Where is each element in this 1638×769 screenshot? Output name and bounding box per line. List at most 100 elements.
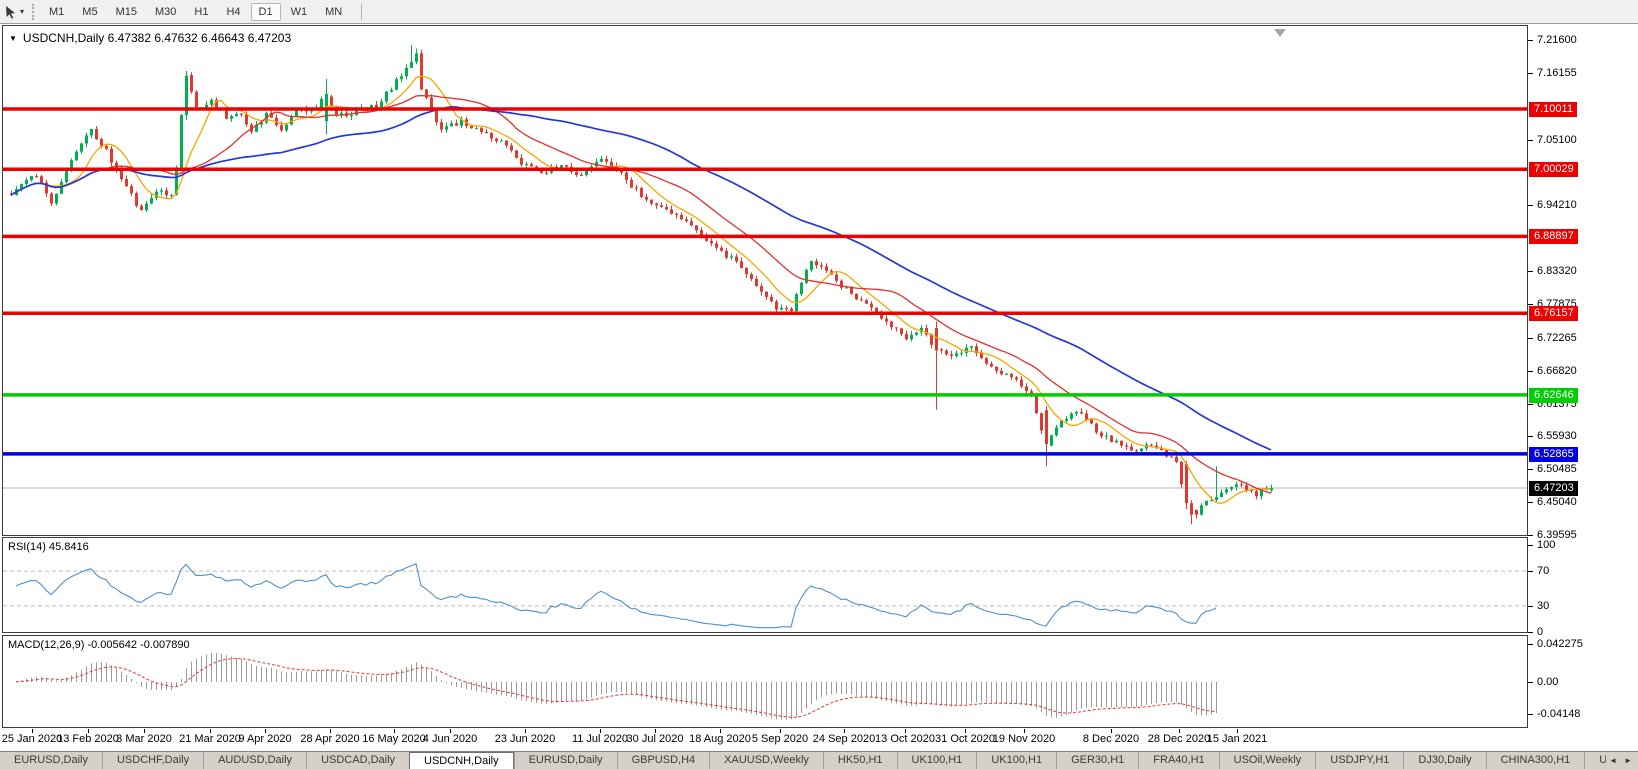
- candle: [1105, 432, 1108, 440]
- timeframe-button-W1[interactable]: W1: [290, 5, 308, 18]
- date-axis-tick: [144, 729, 145, 733]
- candle: [690, 217, 693, 227]
- date-axis-tick: [1024, 729, 1025, 733]
- chevron-down-icon[interactable]: ▾: [20, 7, 25, 16]
- date-axis: 25 Jan 2020 13 Feb 2020 3 Mar 2020 21 Mar 2…: [0, 729, 1638, 751]
- candle: [955, 350, 958, 358]
- date-axis-label: 13 Oct 2020: [875, 733, 935, 745]
- timeframe-toolbar: M1 M5 M15 M30 H1 H4 D1 W1 MN: [40, 2, 351, 21]
- candle: [45, 179, 48, 197]
- candle: [165, 187, 168, 199]
- candle: [635, 184, 638, 192]
- candle: [525, 161, 528, 168]
- candle: [140, 203, 143, 211]
- timeframe-button-H1[interactable]: H1: [194, 5, 209, 18]
- chart-tab[interactable]: CHINA300,H1: [1485, 752, 1585, 769]
- candle: [915, 331, 918, 336]
- macd-panel[interactable]: MACD(12,26,9) -0.005642 -0.007890: [2, 635, 1528, 728]
- chart-tab[interactable]: GER30,H1: [1056, 752, 1138, 769]
- date-axis-tick: [1111, 729, 1112, 733]
- chart-tab[interactable]: UK100,H1: [976, 752, 1056, 769]
- candle: [90, 128, 93, 139]
- price-axis-label: 6.39595: [1537, 529, 1577, 541]
- candle: [440, 118, 443, 133]
- candle: [1140, 448, 1143, 453]
- chart-tab[interactable]: GBPUSD,H4: [616, 752, 710, 769]
- date-axis-tick: [844, 729, 845, 733]
- candle: [650, 199, 653, 206]
- candle: [400, 73, 403, 83]
- chart-tab[interactable]: FRA40,H1: [1138, 752, 1218, 769]
- candle: [725, 247, 728, 260]
- price-axis-label: 6.72265: [1537, 332, 1577, 344]
- candle: [425, 88, 428, 99]
- chart-tab[interactable]: AUDUSD,Daily: [203, 752, 306, 769]
- chart-window: ▼ USDCNH,Daily 6.47382 6.47632 6.46643 6.…: [0, 24, 1638, 751]
- timeframe-button-M5[interactable]: M5: [82, 5, 98, 18]
- rsi-panel[interactable]: RSI(14) 45.8416: [2, 537, 1528, 633]
- candle: [135, 191, 138, 208]
- chart-tab[interactable]: USDJPY,H1: [1315, 752, 1403, 769]
- tab-scroll-right-icon[interactable]: ►: [1624, 755, 1632, 765]
- chart-tab[interactable]: DJ30,Daily: [1403, 752, 1485, 769]
- candle: [260, 122, 263, 128]
- toolbar-separator: [361, 3, 363, 20]
- date-axis-label: 19 Nov 2020: [992, 733, 1056, 745]
- candle: [940, 348, 943, 354]
- candle: [1185, 460, 1188, 510]
- price-axis-label: 6.55930: [1537, 430, 1577, 442]
- candle: [1270, 484, 1273, 493]
- candle: [755, 275, 758, 287]
- collapse-triangle-icon[interactable]: ▼: [9, 34, 17, 43]
- candle: [475, 126, 478, 130]
- timeframe-button-H4[interactable]: H4: [226, 5, 241, 18]
- chart-tab[interactable]: EURUSD,Daily: [14, 754, 88, 766]
- chart-tab[interactable]: HK50,H1: [822, 752, 897, 769]
- date-axis-tick: [330, 729, 331, 733]
- chart-tab[interactable]: USDCNH,Daily: [409, 752, 514, 769]
- timeframe-button-M15[interactable]: M15: [115, 5, 137, 18]
- level-price-label: 6.52865: [1529, 447, 1578, 462]
- timeframe-button-D1[interactable]: D1: [250, 2, 281, 21]
- candle: [445, 122, 448, 133]
- price-chart-panel[interactable]: ▼ USDCNH,Daily 6.47382 6.47632 6.46643 6.…: [2, 25, 1528, 536]
- chart-tab[interactable]: EURUSD,Daily: [513, 752, 617, 769]
- axis-tick: [1528, 545, 1533, 546]
- candle: [1180, 461, 1183, 488]
- timeframe-button-M30[interactable]: M30: [154, 5, 177, 18]
- candle: [1260, 489, 1263, 500]
- chart-tab[interactable]: XAUUSD,Weekly: [709, 752, 823, 769]
- chart-tab[interactable]: USDCHF,Daily: [101, 752, 203, 769]
- candle: [630, 177, 633, 189]
- candle: [180, 114, 183, 170]
- date-axis-label: 28 Apr 2020: [300, 733, 360, 745]
- chart-tabs-bar: EURUSD,Daily USDCHF,Daily AUDUSD,Daily USDC…: [0, 751, 1638, 769]
- candle: [670, 205, 673, 215]
- candle: [900, 327, 903, 337]
- chart-tab[interactable]: UK100,H1: [896, 752, 977, 769]
- cursor-tool-icon[interactable]: [2, 3, 20, 21]
- candle: [215, 97, 218, 109]
- price-axis-label: 6.83320: [1537, 265, 1577, 277]
- candle: [505, 140, 508, 149]
- candle: [885, 315, 888, 326]
- candle: [1060, 419, 1063, 428]
- candle: [970, 345, 973, 352]
- date-axis-label: 30 Jul 2020: [626, 733, 684, 745]
- timeframe-button-M1[interactable]: M1: [49, 5, 65, 18]
- tab-scroll-left-icon[interactable]: ◄: [1609, 755, 1618, 765]
- candle: [580, 172, 583, 177]
- date-axis-tick: [1237, 729, 1238, 733]
- chart-tab[interactable]: USOil,Weekly: [1218, 752, 1316, 769]
- date-axis-label: 25 Jan 2020: [1, 733, 63, 745]
- candle: [75, 149, 78, 162]
- candle: [95, 126, 98, 141]
- chart-tab[interactable]: USDCAD,Daily: [306, 752, 409, 769]
- axis-tick: [1528, 140, 1533, 141]
- candle: [460, 116, 463, 129]
- candle: [820, 262, 823, 270]
- candle: [890, 320, 893, 331]
- top-toolbar: ▾ M1 M5 M15 M30 H1 H4 D1 W1 MN: [0, 0, 1638, 24]
- timeframe-button-MN[interactable]: MN: [325, 5, 343, 18]
- axis-tick: [1528, 371, 1533, 372]
